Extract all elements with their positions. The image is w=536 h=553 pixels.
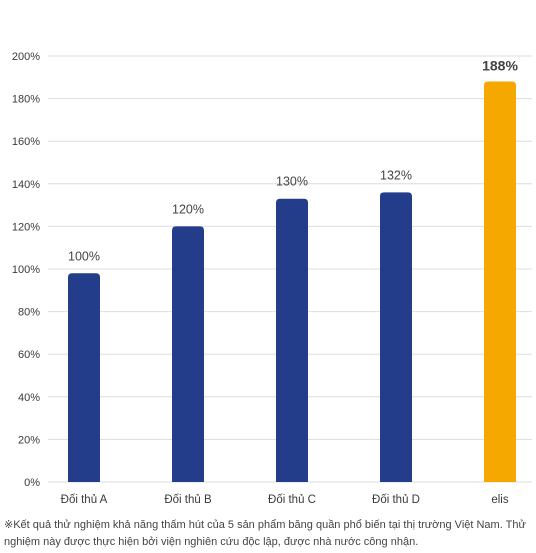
footnote: ※Kết quả thử nghiệm khả năng thấm hút củ… bbox=[4, 519, 526, 548]
y-tick-label: 100% bbox=[12, 264, 40, 276]
y-tick-label: 60% bbox=[18, 349, 40, 361]
y-tick-label: 0% bbox=[24, 477, 40, 489]
data-label: 100% bbox=[68, 249, 100, 263]
category-label: Đối thủ B bbox=[164, 494, 212, 505]
category-label: Đối thủ C bbox=[268, 494, 316, 505]
bar bbox=[380, 192, 412, 482]
y-tick-label: 140% bbox=[12, 179, 40, 191]
data-label: 120% bbox=[172, 202, 204, 216]
data-label: 130% bbox=[276, 175, 308, 189]
bar bbox=[172, 226, 204, 482]
category-label: Đối thủ D bbox=[372, 494, 420, 505]
y-tick-label: 20% bbox=[18, 434, 40, 446]
bar bbox=[484, 81, 516, 482]
y-tick-label: 200% bbox=[12, 51, 40, 63]
y-tick-label: 160% bbox=[12, 136, 40, 148]
data-label: 132% bbox=[380, 168, 412, 182]
y-tick-label: 80% bbox=[18, 307, 40, 319]
y-tick-label: 40% bbox=[18, 392, 40, 404]
bar bbox=[68, 273, 100, 482]
bar-chart: 0% 20% 40% 60% 80% 100% 120% 140% 160% 180% 200% 10… bbox=[12, 51, 532, 505]
y-tick-label: 180% bbox=[12, 94, 40, 106]
category-label: Đối thủ A bbox=[61, 494, 108, 505]
bar bbox=[276, 198, 308, 482]
y-tick-label: 120% bbox=[12, 221, 40, 233]
data-label: 188% bbox=[482, 58, 518, 74]
category-label: elis bbox=[491, 494, 509, 505]
